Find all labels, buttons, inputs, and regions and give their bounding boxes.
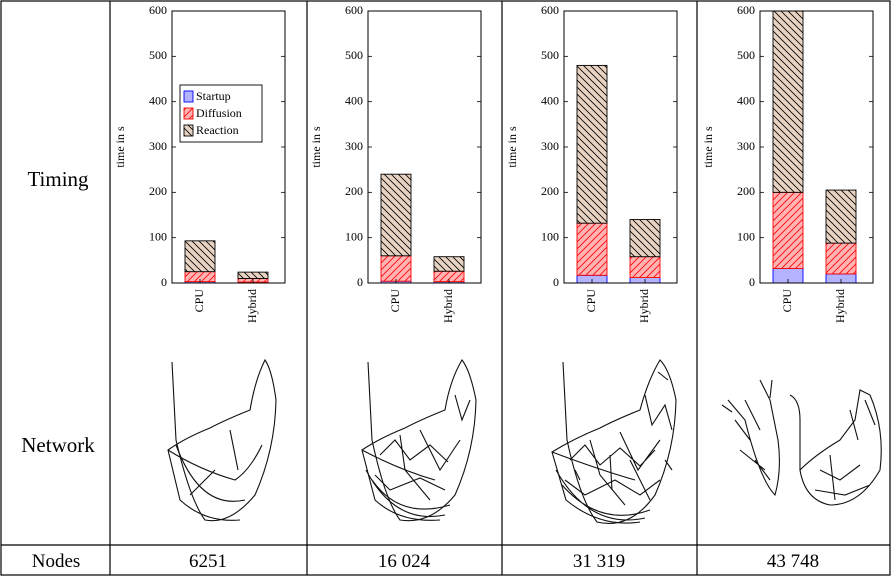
- network-drawing: [168, 360, 276, 521]
- x-tick-label: CPU: [584, 289, 598, 313]
- bar-segment: [185, 241, 215, 272]
- network-drawing: [362, 360, 476, 521]
- y-axis-label: time in s: [505, 126, 519, 168]
- node-count: 16 024: [378, 551, 431, 572]
- legend-label: Startup: [196, 89, 231, 103]
- y-tick-label: 500: [737, 48, 755, 62]
- table-frame: [1, 1, 890, 575]
- x-tick-label: CPU: [388, 289, 402, 313]
- figure: Timing Network Nodes 6251 16 024 31 319 …: [0, 0, 892, 576]
- y-tick-label: 300: [737, 139, 755, 153]
- y-tick-label: 600: [737, 3, 755, 17]
- y-tick-label: 0: [161, 275, 167, 289]
- y-tick-label: 200: [737, 184, 755, 198]
- network-drawing: [722, 380, 881, 505]
- y-tick-label: 200: [345, 184, 363, 198]
- node-count: 6251: [189, 551, 227, 572]
- y-tick-label: 0: [357, 275, 363, 289]
- y-tick-label: 400: [737, 93, 755, 107]
- y-tick-label: 100: [737, 229, 755, 243]
- bar-segment: [630, 220, 660, 257]
- y-axis-label: time in s: [701, 126, 715, 168]
- y-tick-label: 500: [345, 48, 363, 62]
- network-drawing: [552, 360, 676, 523]
- legend-swatch: [184, 108, 193, 119]
- node-count: 31 319: [573, 551, 625, 572]
- y-tick-label: 100: [345, 229, 363, 243]
- y-tick-label: 300: [149, 139, 167, 153]
- y-tick-label: 600: [541, 3, 559, 17]
- bar-segment: [434, 257, 464, 272]
- y-tick-label: 600: [345, 3, 363, 17]
- bar-segment: [630, 257, 660, 278]
- legend-label: Reaction: [196, 123, 239, 137]
- bar-segment: [381, 174, 411, 256]
- bar-segment: [773, 192, 803, 268]
- row-label: Timing: [27, 167, 89, 191]
- row-label: Nodes: [32, 551, 81, 572]
- y-tick-label: 0: [553, 275, 559, 289]
- y-axis-label: time in s: [113, 126, 127, 168]
- bar-segment: [238, 272, 268, 278]
- y-tick-label: 600: [149, 3, 167, 17]
- legend-swatch: [184, 91, 193, 102]
- x-tick-label: Hybrid: [245, 289, 259, 323]
- bar-segment: [826, 243, 856, 274]
- y-tick-label: 200: [541, 184, 559, 198]
- bar-segment: [577, 223, 607, 275]
- bar-segment: [773, 11, 803, 192]
- y-tick-label: 100: [541, 229, 559, 243]
- x-tick-label: Hybrid: [441, 289, 455, 323]
- y-tick-label: 300: [345, 139, 363, 153]
- y-tick-label: 0: [749, 275, 755, 289]
- y-tick-label: 200: [149, 184, 167, 198]
- bar-segment: [577, 65, 607, 223]
- y-axis-label: time in s: [309, 126, 323, 168]
- legend-swatch: [184, 125, 193, 136]
- y-tick-label: 400: [345, 93, 363, 107]
- x-tick-label: CPU: [780, 289, 794, 313]
- y-tick-label: 500: [149, 48, 167, 62]
- legend-label: Diffusion: [196, 106, 242, 120]
- x-tick-label: Hybrid: [637, 289, 651, 323]
- y-tick-label: 500: [541, 48, 559, 62]
- y-tick-label: 100: [149, 229, 167, 243]
- row-label: Network: [21, 433, 95, 457]
- y-tick-label: 400: [541, 93, 559, 107]
- y-tick-label: 300: [541, 139, 559, 153]
- y-tick-label: 400: [149, 93, 167, 107]
- x-tick-label: Hybrid: [833, 289, 847, 323]
- node-count: 43 748: [767, 551, 819, 572]
- bar-segment: [381, 256, 411, 281]
- x-tick-label: CPU: [192, 289, 206, 313]
- bar-segment: [826, 190, 856, 243]
